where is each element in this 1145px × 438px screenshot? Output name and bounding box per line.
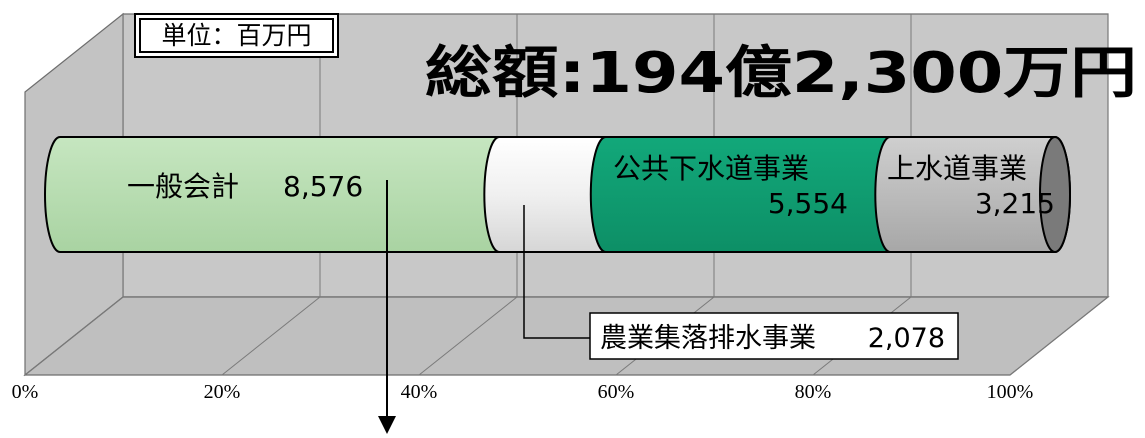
bar-end-cap <box>1039 136 1071 253</box>
segment-value-water: 3,215 <box>975 187 1055 220</box>
x-tick-label: 20% <box>204 381 241 403</box>
total-amount-title: 総額:194億2,300万円 <box>425 41 1137 106</box>
segment-name-water: 上水道事業 <box>887 152 1027 185</box>
x-tick-label: 100% <box>987 381 1034 403</box>
unit-label: 単位：百万円 <box>161 22 311 50</box>
segment-name-general: 一般会計 <box>127 170 239 203</box>
segment-value-general: 8,576 <box>283 170 363 203</box>
agri-segment-name: 農業集落排水事業 <box>600 323 816 354</box>
x-tick-label: 40% <box>401 381 438 403</box>
stacked-bar <box>44 136 1071 253</box>
x-tick-label: 80% <box>795 381 832 403</box>
gridline-floor <box>24 296 124 376</box>
down-arrow <box>378 180 396 434</box>
x-tick-label: 60% <box>598 381 635 403</box>
gridline-floor <box>1009 296 1109 376</box>
x-axis-tick-labels: 0% 20% 40% 60% 80% 100% <box>12 381 1034 403</box>
x-tick-label: 0% <box>12 381 39 403</box>
callout-agri: 農業集落排水事業 2,078 <box>523 205 959 360</box>
segment-value-public-sewer: 5,554 <box>768 187 848 220</box>
gridline-floor <box>418 296 518 376</box>
bar-segment-一般会計 <box>44 136 516 253</box>
gridline-floor <box>221 296 321 376</box>
segment-name-public-sewer: 公共下水道事業 <box>613 152 809 185</box>
unit-label-box: 単位：百万円 <box>134 13 339 58</box>
agri-segment-value: 2,078 <box>868 323 945 354</box>
